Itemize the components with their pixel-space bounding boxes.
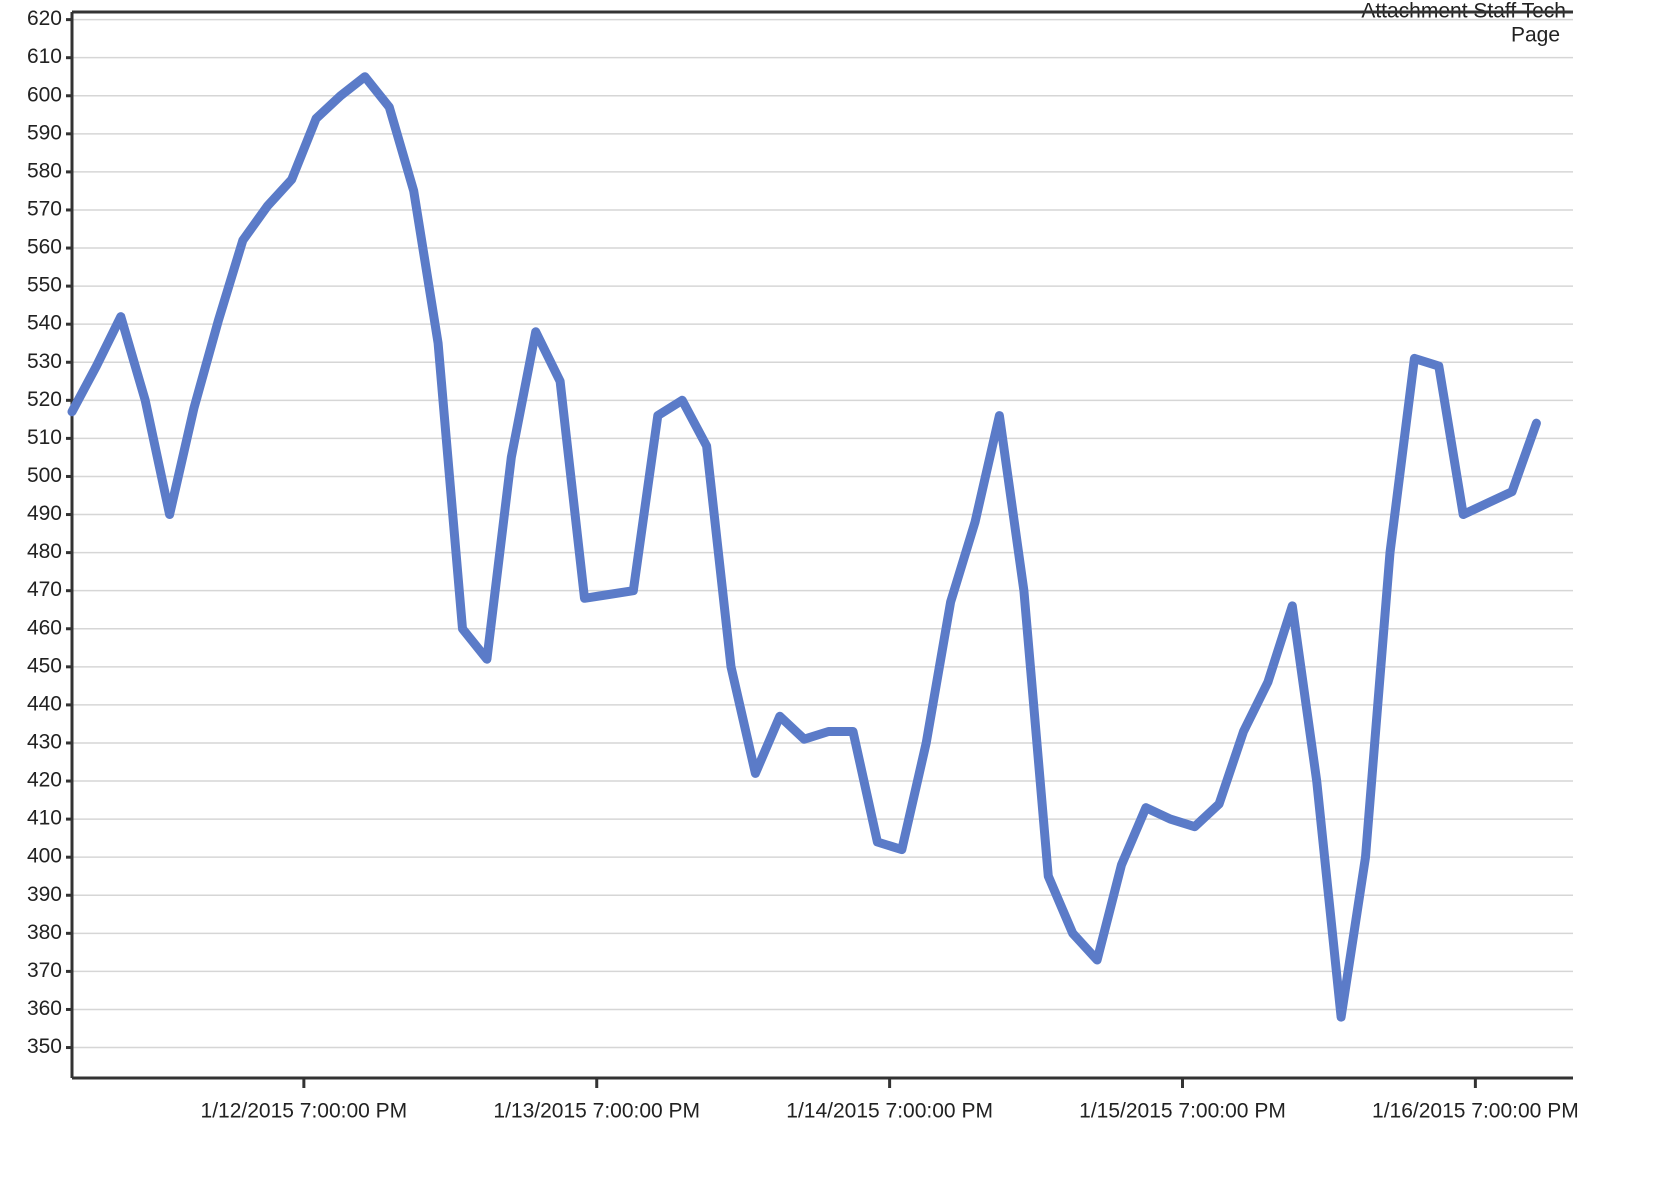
y-tick-label: 530 <box>27 350 62 373</box>
y-tick-label: 450 <box>27 654 62 677</box>
y-tick-label: 560 <box>27 236 62 259</box>
y-tick-label: 500 <box>27 464 62 487</box>
y-tick-label: 460 <box>27 616 62 639</box>
y-tick-label: 550 <box>27 274 62 297</box>
y-tick-label: 430 <box>27 731 62 754</box>
y-tick-label: 370 <box>27 959 62 982</box>
x-tick-label: 1/14/2015 7:00:00 PM <box>786 1100 993 1123</box>
y-tick-label: 610 <box>27 45 62 68</box>
y-tick-label: 570 <box>27 198 62 221</box>
y-tick-label: 420 <box>27 769 62 792</box>
y-tick-label: 390 <box>27 883 62 906</box>
y-tick-label: 520 <box>27 388 62 411</box>
y-tick-label: 440 <box>27 692 62 715</box>
y-tick-label: 510 <box>27 426 62 449</box>
y-tick-label: 620 <box>27 7 62 30</box>
y-tick-label: 540 <box>27 312 62 335</box>
header-note: Page <box>1511 24 1560 47</box>
y-tick-label: 480 <box>27 540 62 563</box>
x-tick-label: 1/16/2015 7:00:00 PM <box>1372 1100 1579 1123</box>
y-tick-label: 400 <box>27 845 62 868</box>
x-tick-label: 1/13/2015 7:00:00 PM <box>493 1100 700 1123</box>
y-tick-label: 470 <box>27 578 62 601</box>
x-tick-label: 1/12/2015 7:00:00 PM <box>201 1100 408 1123</box>
y-tick-label: 380 <box>27 921 62 944</box>
y-tick-label: 360 <box>27 997 62 1020</box>
y-tick-label: 490 <box>27 502 62 525</box>
y-tick-label: 580 <box>27 159 62 182</box>
y-tick-label: 600 <box>27 83 62 106</box>
data-line <box>67 72 1541 1022</box>
y-tick-label: 410 <box>27 807 62 830</box>
y-tick-label: 590 <box>27 121 62 144</box>
y-tick-label: 350 <box>27 1035 62 1058</box>
x-tick-label: 1/15/2015 7:00:00 PM <box>1079 1100 1286 1123</box>
